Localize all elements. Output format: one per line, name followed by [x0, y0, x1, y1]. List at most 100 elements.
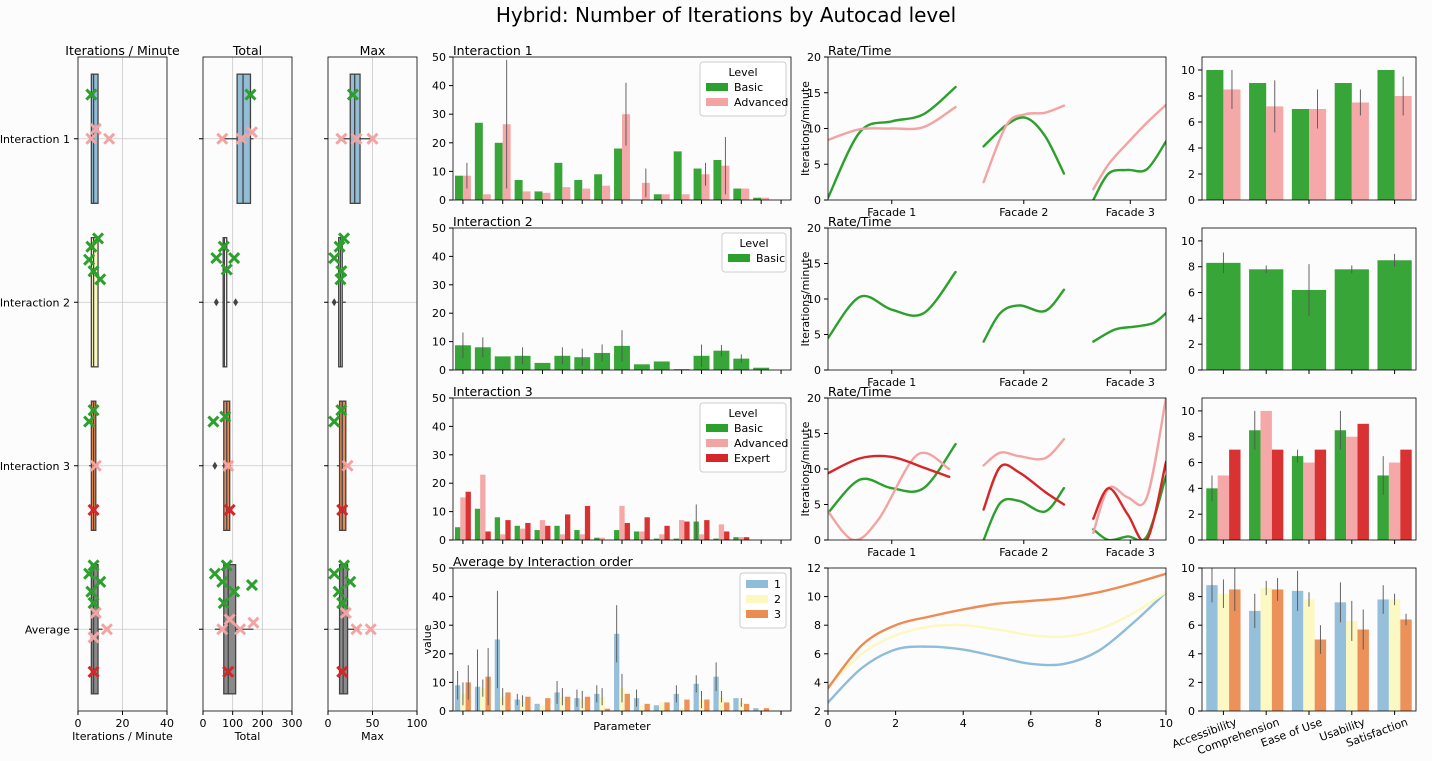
series-line	[828, 454, 951, 479]
bar	[698, 534, 705, 540]
axes-title: Average by Interaction order	[453, 554, 634, 569]
point-marker	[244, 88, 257, 101]
bar	[1377, 599, 1389, 711]
bar	[1377, 70, 1395, 200]
bar	[1346, 620, 1358, 711]
bar	[1206, 70, 1224, 200]
tick-label: 50	[432, 562, 446, 575]
bar	[713, 350, 730, 370]
tick-label: 2	[1188, 338, 1195, 351]
axes-title: Rate/Time	[828, 384, 892, 399]
bar	[1357, 629, 1369, 711]
point-marker	[245, 126, 259, 139]
series-lines	[828, 398, 1166, 540]
bar	[474, 347, 491, 370]
bar	[1223, 89, 1241, 200]
bar	[713, 676, 719, 711]
bar	[718, 696, 725, 711]
bar	[1206, 262, 1241, 370]
axis-label: Total	[234, 730, 261, 743]
tick-label: 6	[1188, 116, 1195, 129]
section-label: Facade 3	[1106, 376, 1155, 389]
axis-label: Max	[361, 730, 384, 743]
tick-label: 20	[807, 222, 821, 235]
point-marker	[350, 132, 363, 145]
tick-label: 2	[1188, 508, 1195, 521]
bar	[673, 369, 690, 370]
section-label: Facade 3	[1106, 546, 1155, 559]
bar	[1334, 269, 1369, 370]
box-1	[213, 237, 239, 368]
axes-frame	[327, 56, 418, 712]
bar	[474, 122, 483, 200]
axes-frame	[452, 567, 792, 712]
tick-label: 50	[432, 222, 446, 235]
legend-swatch	[706, 424, 728, 432]
tick-label: 10	[1181, 562, 1195, 575]
axes-frame	[1201, 397, 1417, 541]
bar	[494, 356, 511, 370]
bar	[554, 525, 560, 540]
bar	[1271, 449, 1284, 540]
tick-label: 4	[1188, 142, 1195, 155]
legend-label: Advanced	[734, 437, 788, 450]
bar	[594, 693, 600, 711]
tick-label: 6	[1027, 717, 1034, 730]
point-marker	[336, 665, 349, 678]
tick-label: 200	[252, 717, 273, 730]
series-line	[828, 105, 957, 142]
axis-label: Iterations / Minute	[72, 730, 173, 743]
bar	[614, 148, 622, 200]
point-marker	[100, 623, 113, 636]
point-marker	[216, 575, 229, 588]
axes-frame	[77, 56, 168, 712]
box-plot-box_rate: 0 20 40 Interaction 1 Interaction 2 Interacti…	[0, 43, 180, 743]
tick-label: 20	[432, 137, 446, 150]
bar	[582, 188, 591, 200]
bar	[684, 521, 690, 540]
bar	[1388, 462, 1401, 540]
point-marker	[235, 132, 248, 145]
point-marker	[337, 232, 351, 245]
axis-label: value	[421, 624, 434, 654]
tick-label: 50	[366, 717, 380, 730]
point-marker	[333, 240, 346, 253]
bar	[514, 525, 520, 540]
bar	[659, 702, 665, 711]
bar	[599, 537, 605, 540]
bar	[1377, 260, 1412, 370]
legend-box	[721, 232, 787, 273]
tick-label: 0	[1188, 194, 1195, 207]
bar	[664, 525, 670, 540]
point-marker	[335, 404, 348, 417]
legend-swatch	[706, 439, 728, 447]
series-line	[1092, 103, 1166, 191]
legend-swatch	[746, 610, 768, 618]
bar	[584, 505, 591, 540]
axis-label: Iterations/minute	[799, 81, 812, 176]
tick-label: 10	[432, 506, 446, 519]
point-marker	[335, 132, 348, 145]
line-chart-line_i3: 0 5 10 15 20 Facade 1 Facade 2 Facade 3 Rate/Tim…	[799, 384, 1167, 559]
axes-frame	[452, 56, 792, 201]
figure-title: Hybrid: Number of Iterations by Autocad …	[496, 3, 956, 27]
point-marker	[89, 122, 102, 136]
bar	[534, 530, 540, 540]
tick-label: 10	[1159, 717, 1173, 730]
outlier-marker	[233, 298, 239, 307]
bar	[465, 491, 471, 540]
legend-label: 3	[774, 608, 781, 621]
bar	[653, 194, 662, 200]
bar	[1334, 430, 1347, 540]
point-marker	[85, 240, 98, 253]
tick-label: 10	[1181, 235, 1195, 248]
tick-label: 4	[1188, 482, 1195, 495]
series-line	[982, 463, 1066, 511]
bar	[741, 188, 750, 200]
bar	[743, 703, 750, 711]
bar	[704, 520, 710, 540]
box-body	[90, 237, 99, 368]
bar	[681, 194, 690, 200]
bar	[733, 698, 739, 711]
